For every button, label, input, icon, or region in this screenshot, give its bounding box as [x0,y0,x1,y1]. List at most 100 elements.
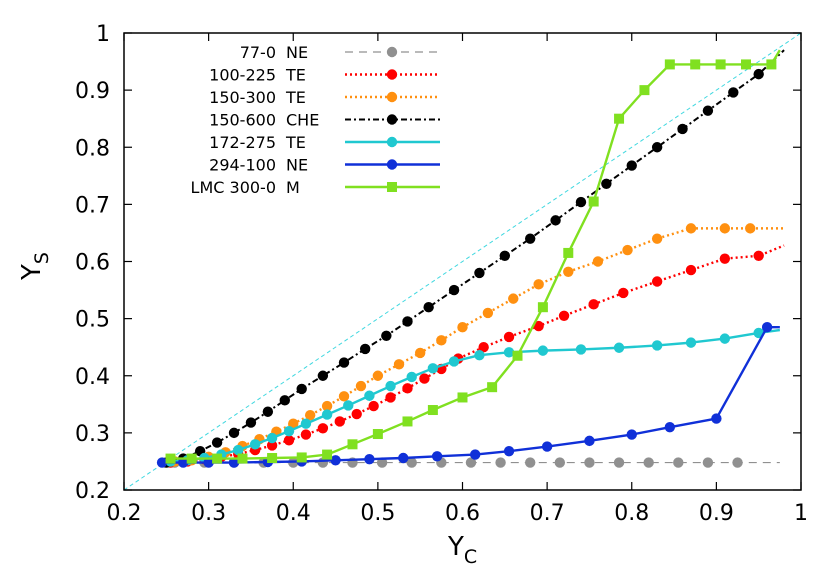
data-point [613,342,625,353]
data-point [414,347,426,359]
data-point [622,244,633,256]
data-point [537,302,548,313]
data-point [427,363,439,374]
data-point [338,357,350,368]
data-point [156,457,168,468]
legend-label: 77-0 [240,43,276,62]
data-point [541,441,553,452]
y-tick-label: 0.3 [75,422,110,447]
data-point [427,405,438,416]
data-point [719,253,731,264]
y-tick-label: 0.5 [75,308,110,333]
data-point [322,449,333,460]
x-tick-label: 0.4 [276,501,311,526]
legend-label: 100-225 [209,66,276,85]
data-point [626,429,637,440]
y-tick-label: 0.4 [75,365,110,390]
data-point [457,392,468,403]
data-point [266,440,278,451]
data-point [711,413,722,424]
data-point [533,320,544,332]
data-point [525,457,536,468]
data-point [732,457,743,468]
data-point [563,266,574,277]
data-point [347,439,358,450]
legend-marker [386,136,398,148]
legend-entry-172-275: 172-275 TE [209,133,440,152]
legend-tag: NE [286,43,308,62]
data-point [664,59,675,70]
series-150-600 [161,49,785,468]
reference-diagonal-line [124,33,801,490]
data-point [317,423,329,434]
data-point [321,409,333,420]
data-point [719,333,731,344]
data-point [211,437,223,448]
legend-tag: CHE [286,111,319,130]
data-point [372,370,384,381]
legend-entry-150-600: 150-600 CHE [209,111,440,130]
legend-marker [386,159,398,170]
data-point [448,284,460,296]
data-point [343,400,354,411]
data-point [364,453,375,465]
data-point [753,68,764,80]
data-point [283,435,295,446]
legend-tag: M [286,178,300,197]
data-point [487,382,498,393]
data-point [249,439,261,450]
data-point [398,452,409,464]
data-point [233,444,244,456]
data-point [406,371,417,383]
y-tick-label: 0.7 [75,193,110,218]
data-point [330,455,341,466]
data-point [651,276,663,287]
series-layer [156,49,785,468]
data-point [283,425,295,437]
data-point [702,457,714,468]
data-point [592,256,604,267]
legend-tag: TE [285,66,306,85]
data-point [614,113,625,124]
data-point [465,457,477,468]
data-point [402,316,413,327]
data-point [685,223,697,234]
legend-label: 150-600 [209,111,276,130]
y-tick-label: 0.8 [75,136,110,161]
legend-marker [386,91,398,103]
data-point [503,445,515,457]
data-point [338,391,350,402]
data-point [719,223,731,234]
data-point [740,59,751,70]
series-294-100 [156,321,780,468]
data-point [753,250,764,261]
data-point [618,287,629,299]
data-point [503,347,515,358]
x-axis-title: YC [447,532,477,568]
data-point [702,105,714,116]
legend-marker [386,69,398,80]
y-tick-label: 0.6 [75,251,110,276]
data-point [351,408,362,420]
x-tick-label: 0.7 [530,501,565,526]
data-point [512,350,523,361]
data-point [385,380,396,392]
legend-entry-77-0: 77-0 NE [240,43,440,62]
data-point [245,417,257,428]
data-point [673,457,684,468]
data-point [402,416,413,427]
data-point [499,250,511,261]
data-point [300,429,312,440]
data-point [643,457,654,468]
data-point [495,457,506,468]
legend-entry-150-300: 150-300 TE [209,88,440,107]
legend-label: 150-300 [209,88,276,107]
data-point [267,453,278,464]
data-point [212,453,223,464]
data-point [321,400,333,412]
data-point [651,233,663,244]
legend-tag: NE [286,156,308,175]
data-point [419,373,430,384]
data-point [575,196,587,208]
